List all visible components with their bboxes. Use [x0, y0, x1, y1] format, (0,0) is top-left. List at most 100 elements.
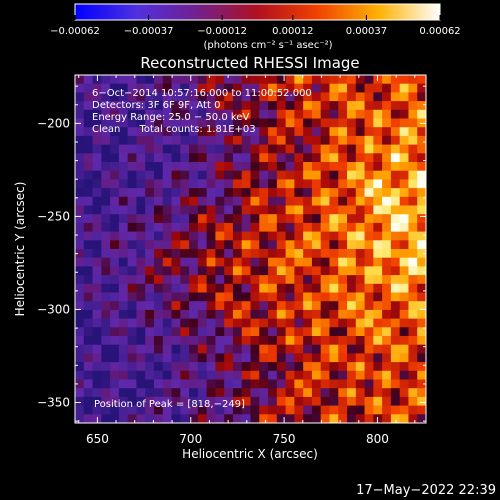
heatmap-cell [338, 257, 348, 267]
heatmap-cell [206, 170, 217, 180]
heatmap-cell [83, 127, 94, 137]
heatmap-cell [180, 249, 190, 259]
heatmap-cell [92, 135, 102, 146]
heatmap-cell [206, 257, 217, 267]
heatmap-cell [294, 414, 304, 423]
heatmap-cell [320, 109, 331, 120]
heatmap-cell [285, 188, 295, 198]
heatmap-cell [215, 205, 225, 215]
heatmap-cell [303, 135, 313, 146]
heatmap-cell [373, 318, 383, 328]
heatmap-cell [215, 162, 225, 172]
heatmap-cell [215, 257, 225, 267]
heatmap-cell [145, 83, 155, 93]
heatmap-cell [417, 205, 426, 215]
heatmap-cell [232, 405, 243, 415]
heatmap-cell [294, 275, 304, 285]
heatmap-cell [171, 109, 181, 120]
heatmap-cell [329, 301, 339, 311]
heatmap-cell [215, 370, 225, 381]
heatmap-cell [320, 75, 331, 85]
heatmap-cell [171, 266, 181, 276]
heatmap-cell [224, 83, 234, 93]
heatmap-cell [75, 396, 85, 407]
heatmap-cell [224, 179, 234, 189]
heatmap-cell [197, 135, 208, 146]
heatmap-cell [417, 379, 426, 389]
heatmap-cell [417, 396, 426, 407]
heatmap-cell [259, 179, 269, 189]
heatmap-cell [268, 75, 278, 85]
heatmap-cell [276, 362, 287, 372]
heatmap-cell [153, 135, 164, 146]
heatmap-cell [417, 370, 426, 381]
heatmap-cell [110, 214, 120, 224]
heatmap-cell [145, 344, 155, 354]
heatmap-cell [153, 101, 164, 111]
heatmap-cell [364, 336, 374, 346]
heatmap-cell [127, 249, 138, 259]
heatmap-cell [180, 414, 190, 423]
heatmap-cell [118, 170, 129, 180]
heatmap-cell [241, 249, 252, 259]
heatmap-cell [171, 214, 181, 224]
heatmap-cell [224, 266, 234, 276]
heatmap-cell [268, 170, 278, 180]
heatmap-cell [197, 101, 208, 111]
heatmap-cell [101, 249, 111, 259]
heatmap-cell [241, 370, 252, 381]
heatmap-cell [162, 353, 173, 363]
heatmap-cell [382, 266, 392, 276]
heatmap-cell [83, 196, 94, 207]
heatmap-cell [268, 396, 278, 407]
heatmap-cell [382, 222, 392, 233]
heatmap-cell [118, 283, 129, 294]
heatmap-cell [180, 92, 190, 102]
heatmap-cell [241, 379, 252, 389]
heatmap-cell [224, 327, 234, 337]
heatmap-cell [373, 135, 383, 146]
heatmap-cell [338, 249, 348, 259]
heatmap-cell [399, 336, 410, 346]
heatmap-cell [83, 231, 94, 241]
heatmap-cell [92, 162, 102, 172]
heatmap-cell [224, 144, 234, 154]
heatmap-cell [215, 231, 225, 241]
heatmap-cell [303, 231, 313, 241]
heatmap-cell [215, 414, 225, 423]
heatmap-cell [206, 162, 217, 172]
heatmap-cell [408, 283, 418, 294]
heatmap-cell [268, 275, 278, 285]
heatmap-cell [259, 109, 269, 120]
heatmap-cell [399, 240, 410, 250]
heatmap-cell [250, 309, 260, 320]
heatmap-cell [320, 231, 331, 241]
heatmap-cell [355, 205, 366, 215]
heatmap-cell [329, 240, 339, 250]
heatmap-cell [259, 301, 269, 311]
heatmap-cell [285, 318, 295, 328]
heatmap-cell [92, 344, 102, 354]
heatmap-cell [101, 109, 111, 120]
heatmap-cell [294, 370, 304, 381]
heatmap-cell [92, 336, 102, 346]
heatmap-cell [189, 388, 199, 398]
heatmap-cell [197, 275, 208, 285]
heatmap-cell [171, 275, 181, 285]
heatmap-cell [232, 153, 243, 163]
heatmap-cell [197, 370, 208, 381]
heatmap-cell [285, 153, 295, 163]
heatmap-cell [373, 396, 383, 407]
heatmap-cell [75, 83, 85, 93]
heatmap-cell [390, 309, 401, 320]
heatmap-cell [347, 336, 357, 346]
colorbar-tick-label: 0.00037 [346, 26, 387, 37]
heatmap-cell [268, 309, 278, 320]
heatmap-cell [390, 301, 401, 311]
heatmap-cell [83, 370, 94, 381]
heatmap-cell [373, 118, 383, 128]
heatmap-cell [92, 249, 102, 259]
heatmap-cell [268, 109, 278, 120]
heatmap-cell [92, 283, 102, 294]
heatmap-cell [171, 283, 181, 294]
